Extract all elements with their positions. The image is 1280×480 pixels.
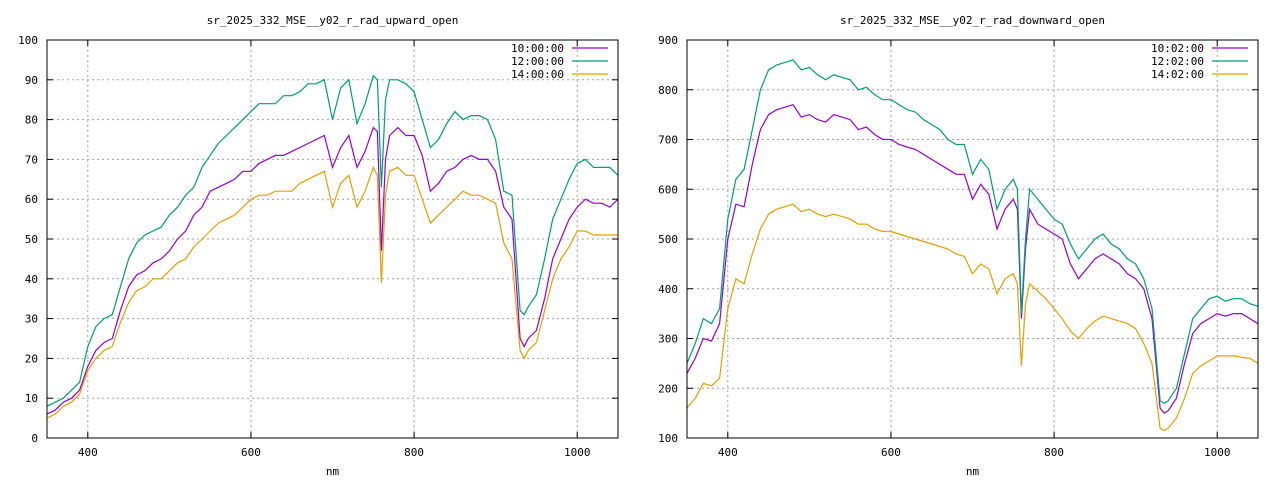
x-tick-label: 800: [404, 446, 424, 459]
y-tick-label: 0: [31, 432, 38, 445]
legend-label: 12:02:00: [1151, 55, 1204, 68]
x-tick-label: 400: [78, 446, 98, 459]
x-tick-label: 800: [1044, 446, 1064, 459]
series-line-3: [46, 165, 618, 419]
legend-label: 14:00:00: [511, 68, 564, 81]
x-tick-label: 1000: [564, 446, 591, 459]
y-tick-label: 400: [658, 283, 678, 296]
y-tick-label: 300: [658, 333, 678, 346]
legend-label: 14:02:00: [1151, 68, 1204, 81]
y-tick-label: 200: [658, 382, 678, 395]
y-tick-label: 90: [25, 74, 38, 87]
x-tick-label: 1000: [1204, 446, 1231, 459]
legend-label: 10:02:00: [1151, 42, 1204, 55]
y-tick-label: 20: [25, 352, 38, 365]
y-tick-label: 100: [18, 34, 38, 47]
y-tick-label: 30: [25, 313, 38, 326]
y-tick-label: 70: [25, 153, 38, 166]
series-line-2: [46, 74, 619, 407]
x-tick-label: 600: [881, 446, 901, 459]
series-line-3: [686, 203, 1259, 432]
y-tick-label: 100: [658, 432, 678, 445]
x-axis-label: nm: [326, 465, 340, 478]
y-tick-label: 60: [25, 193, 38, 206]
x-tick-label: 400: [718, 446, 738, 459]
y-tick-label: 700: [658, 134, 678, 147]
legend-label: 10:00:00: [511, 42, 564, 55]
series-line-1: [46, 126, 619, 415]
chart-panel-2: sr_2025_332_MSE__y02_r_rad_downward_open…: [658, 14, 1259, 478]
y-tick-label: 500: [658, 233, 678, 246]
y-tick-label: 10: [25, 392, 38, 405]
legend-label: 12:00:00: [511, 55, 564, 68]
series-line-2: [686, 59, 1259, 404]
y-tick-label: 800: [658, 84, 678, 97]
chart-title: sr_2025_332_MSE__y02_r_rad_upward_open: [207, 14, 459, 27]
chart-title: sr_2025_332_MSE__y02_r_rad_downward_open: [840, 14, 1105, 27]
x-tick-label: 600: [241, 446, 261, 459]
y-tick-label: 80: [25, 114, 38, 127]
y-tick-label: 600: [658, 183, 678, 196]
x-axis-label: nm: [966, 465, 980, 478]
y-tick-label: 50: [25, 233, 38, 246]
y-tick-label: 40: [25, 273, 38, 286]
y-tick-label: 900: [658, 34, 678, 47]
chart-panel-1: sr_2025_332_MSE__y02_r_rad_upward_open 0 1…: [18, 14, 619, 478]
series-line-1: [686, 103, 1259, 414]
